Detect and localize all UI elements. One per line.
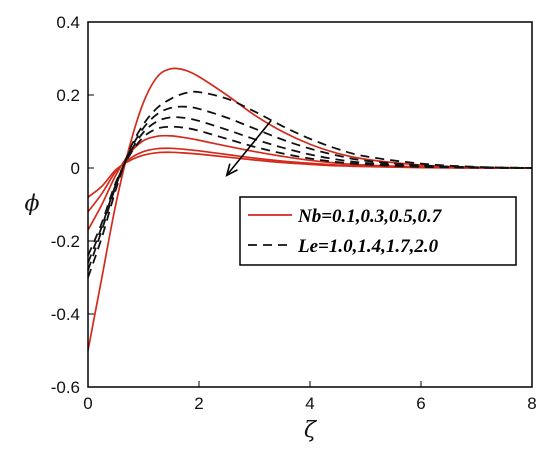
- y-axis-label: ϕ: [25, 192, 40, 217]
- series-line-le-6: [87, 116, 533, 264]
- series-lines: [87, 67, 533, 351]
- series-line-le-5: [87, 105, 533, 271]
- trend-arrow: [225, 120, 272, 177]
- y-tick-label: 0.4: [56, 13, 80, 32]
- legend-label-le: Le=1.0,1.4,1.7,2.0: [297, 236, 439, 257]
- plot-frame: [87, 21, 533, 388]
- x-tick-label: 6: [416, 394, 425, 413]
- series-line-le-7: [87, 125, 533, 256]
- arrow-head: [225, 163, 238, 177]
- x-axis-label: ζ: [304, 418, 318, 443]
- x-tick-label: 2: [194, 394, 203, 413]
- series-line-nb-3: [87, 151, 533, 198]
- x-tick-label: 8: [527, 394, 536, 413]
- ticks: 0 2 4 6 8 0.4 0.2 0 -0.2 -0.4 -0.6: [51, 13, 537, 413]
- arrow-shaft: [226, 120, 272, 176]
- legend: Nb=0.1,0.3,0.5,0.7 Le=1.0,1.4,1.7,2.0: [239, 196, 517, 266]
- series-line-le-4: [87, 90, 533, 278]
- y-tick-label: 0.2: [56, 86, 80, 105]
- x-tick-label: 4: [305, 394, 314, 413]
- y-tick-label: 0: [71, 159, 80, 178]
- x-tick-label: 0: [83, 394, 92, 413]
- y-tick-label: -0.4: [51, 305, 80, 324]
- legend-box: [239, 196, 517, 266]
- legend-label-nb: Nb=0.1,0.3,0.5,0.7: [297, 206, 443, 227]
- y-tick-label: -0.2: [51, 232, 80, 251]
- y-tick-label: -0.6: [51, 378, 80, 397]
